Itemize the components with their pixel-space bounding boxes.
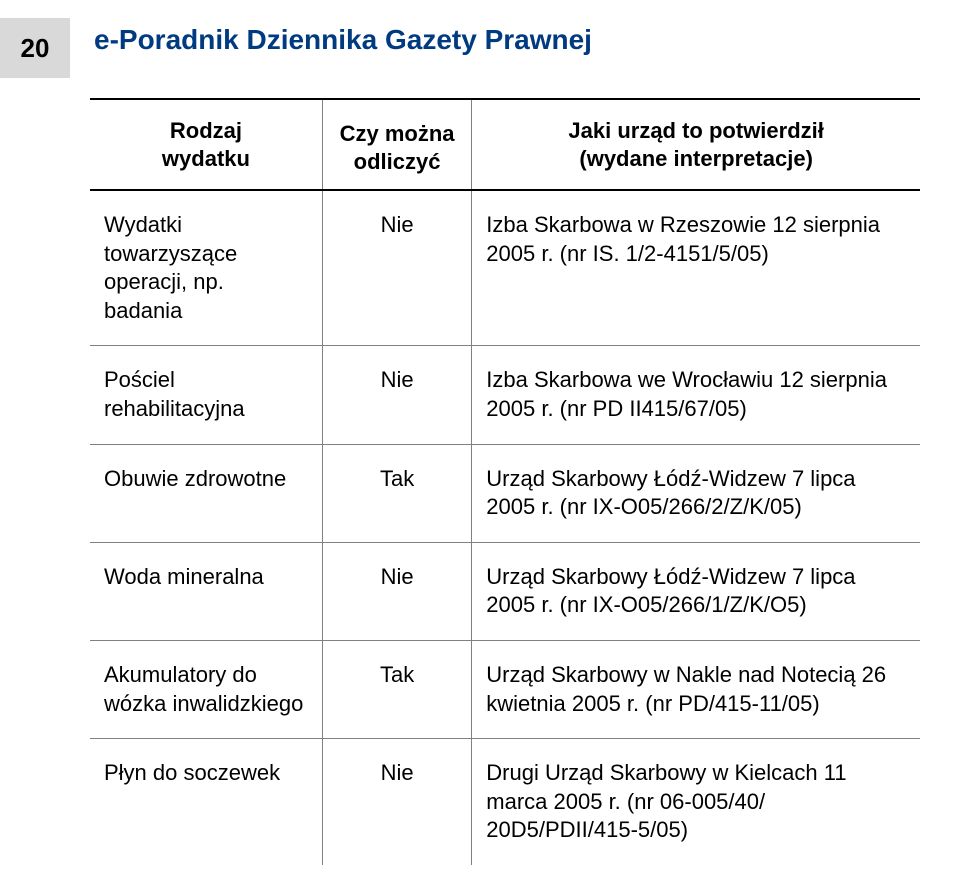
table-row: Obuwie zdrowotne Tak Urząd Skarbowy Łódź… [90, 444, 920, 542]
cell-type: Wydatki towarzyszące operacji, np. badan… [90, 190, 322, 346]
col-header-line: wydatku [162, 146, 250, 171]
cell-authority: Izba Skarbowa w Rzeszowie 12 sierpnia 20… [472, 190, 920, 346]
table-row: Płyn do soczewek Nie Drugi Urząd Skarbow… [90, 739, 920, 865]
col-header-authority: Jaki urząd to potwierdził (wydane interp… [472, 99, 920, 190]
page: 20 e-Poradnik Dziennika Gazety Prawnej R… [0, 0, 960, 865]
page-number-badge: 20 [0, 18, 70, 78]
cell-authority: Urząd Skarbowy Łódź-Widzew 7 lipca 2005 … [472, 444, 920, 542]
header: 20 e-Poradnik Dziennika Gazety Prawnej [0, 0, 960, 78]
cell-authority: Izba Skarbowa we Wrocławiu 12 sierpnia 2… [472, 346, 920, 444]
col-header-line: Czy można [340, 121, 455, 146]
cell-type: Płyn do soczewek [90, 739, 322, 865]
cell-deductible: Nie [322, 190, 471, 346]
table-container: Rodzaj wydatku Czy można odliczyć Jaki u… [90, 98, 920, 865]
col-header-type: Rodzaj wydatku [90, 99, 322, 190]
table-header-row: Rodzaj wydatku Czy można odliczyć Jaki u… [90, 99, 920, 190]
cell-type: Obuwie zdrowotne [90, 444, 322, 542]
table-row: Wydatki towarzyszące operacji, np. badan… [90, 190, 920, 346]
table-row: Pościel rehabilitacyjna Nie Izba Skarbow… [90, 346, 920, 444]
table-row: Woda mineralna Nie Urząd Skarbowy Łódź-W… [90, 542, 920, 640]
cell-authority: Urząd Skarbowy Łódź-Widzew 7 lipca 2005 … [472, 542, 920, 640]
cell-deductible: Nie [322, 542, 471, 640]
table-row: Akumulatory do wózka inwalidzkiego Tak U… [90, 640, 920, 738]
col-header-line: Jaki urząd to potwierdził [568, 118, 823, 143]
cell-type: Woda mineralna [90, 542, 322, 640]
cell-type: Pościel rehabilitacyjna [90, 346, 322, 444]
cell-deductible: Nie [322, 739, 471, 865]
cell-authority: Urząd Skarbowy w Nakle nad Notecią 26 kw… [472, 640, 920, 738]
expenses-table: Rodzaj wydatku Czy można odliczyć Jaki u… [90, 98, 920, 865]
col-header-line: (wydane interpretacje) [579, 146, 813, 171]
document-title: e-Poradnik Dziennika Gazety Prawnej [94, 18, 592, 56]
cell-deductible: Tak [322, 444, 471, 542]
col-header-deductible: Czy można odliczyć [322, 99, 471, 190]
cell-deductible: Nie [322, 346, 471, 444]
cell-deductible: Tak [322, 640, 471, 738]
col-header-line: Rodzaj [170, 118, 242, 143]
cell-type: Akumulatory do wózka inwalidzkiego [90, 640, 322, 738]
cell-authority: Drugi Urząd Skarbowy w Kielcach 11 marca… [472, 739, 920, 865]
col-header-line: odliczyć [354, 149, 441, 174]
